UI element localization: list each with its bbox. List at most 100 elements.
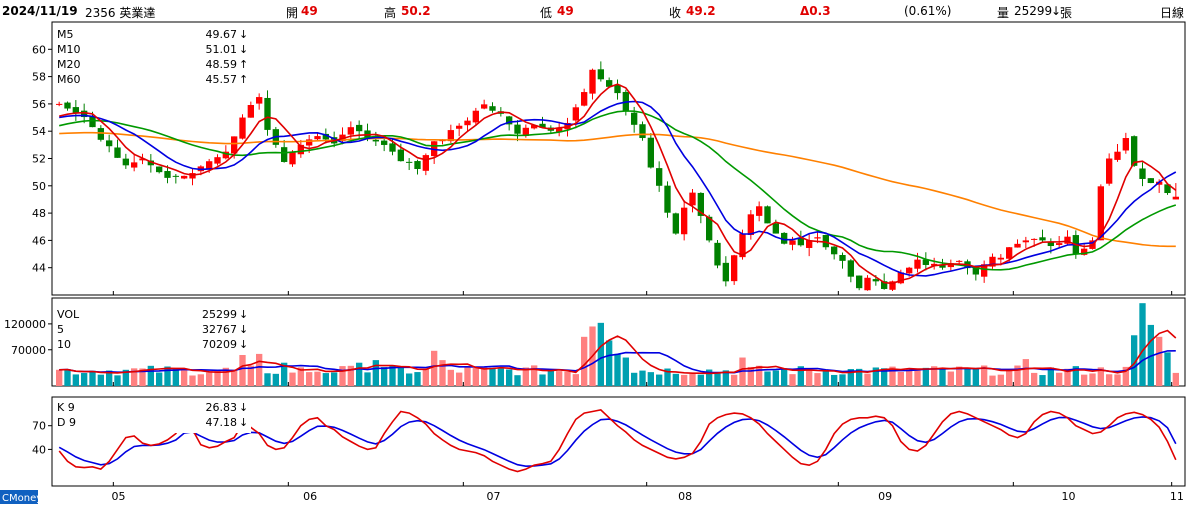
volume-y-tick-label: 120000 [4, 318, 46, 331]
volume-bar [64, 369, 71, 386]
price-y-tick-label: 44 [32, 262, 46, 275]
volume-bar [1156, 336, 1163, 386]
volume-bar [1056, 372, 1063, 386]
volume-bar [1131, 335, 1138, 386]
candle-body [1056, 243, 1063, 245]
candle-body [431, 141, 438, 157]
candle-body [747, 214, 754, 235]
volume-bar [981, 365, 988, 386]
price-legend-value: 45.57 [206, 73, 238, 86]
volume-bar [364, 372, 371, 386]
candle-body [289, 151, 296, 165]
volume-legend-value: 32767 [202, 323, 237, 336]
ma5-line [59, 83, 1177, 285]
ma60-line [59, 131, 1176, 248]
candle-body [1164, 184, 1171, 194]
volume-bar [422, 368, 429, 386]
volume-bar [781, 369, 788, 386]
candle-body [656, 168, 663, 186]
candle-body [339, 134, 346, 141]
candle-body [1114, 151, 1121, 160]
volume-bar [306, 372, 313, 386]
candle-body [114, 147, 121, 158]
price-legend-arrow: ↓ [239, 43, 248, 56]
period-selector[interactable]: 日線 [1160, 6, 1185, 20]
candle-body [1064, 236, 1071, 244]
x-tick-label: 06 [303, 490, 317, 503]
candle-body [1139, 168, 1146, 179]
candle-body [706, 216, 713, 241]
chart-header: 2024/11/19 2356 英業達 開 49 高 50.2 低 49 收 4… [0, 0, 1198, 22]
candle-body [822, 234, 829, 248]
volume-bar [289, 372, 296, 386]
volume-value: 25299 [1014, 4, 1053, 18]
volume-bar [481, 366, 488, 386]
volume-bar [1172, 372, 1179, 386]
x-tick-label: 05 [112, 490, 126, 503]
volume-bar [431, 350, 438, 386]
volume-bar [331, 372, 338, 386]
volume-bar [631, 372, 638, 386]
volume-legend-name: VOL [57, 308, 80, 321]
candle-body [1131, 136, 1138, 166]
d-line [58, 416, 1177, 468]
candle-body [489, 106, 496, 111]
volume-bar [1022, 359, 1029, 386]
candle-body [1014, 243, 1021, 248]
kd-legend-box [55, 400, 251, 433]
candle-body [897, 272, 904, 284]
candle-body [372, 139, 379, 142]
kd-legend-value: 47.18 [206, 416, 238, 429]
candle-body [589, 69, 596, 94]
volume-bar [122, 369, 129, 386]
candle-body [947, 263, 954, 268]
volume-bar [564, 371, 571, 386]
candle-body [56, 103, 63, 105]
high-label: 高 [384, 6, 397, 20]
candle-body [981, 264, 988, 277]
candle-body [281, 147, 288, 162]
volume-bar [1122, 366, 1129, 386]
candle-body [106, 140, 113, 147]
candle-body [347, 127, 354, 135]
price-legend-value: 51.01 [206, 43, 238, 56]
volume-bar [489, 367, 496, 386]
volume-bar [914, 369, 921, 386]
price-legend-box [55, 27, 251, 90]
candle-body [956, 260, 963, 262]
candle-body [156, 166, 163, 173]
volume-bar [797, 366, 804, 386]
volume-bar [381, 367, 388, 386]
x-tick-label: 09 [878, 490, 892, 503]
candle-body [914, 259, 921, 269]
candle-body [731, 255, 738, 282]
candle-body [397, 149, 404, 162]
candle-body [1147, 178, 1154, 184]
candle-body [639, 124, 646, 139]
candle-body [906, 267, 913, 274]
x-tick-label: 10 [1062, 490, 1076, 503]
volume-bar [506, 369, 513, 386]
volume-bar [1089, 373, 1096, 386]
volume-bar [597, 322, 604, 386]
volume-legend-value: 25299 [202, 308, 237, 321]
candle-body [672, 213, 679, 234]
candle-body [222, 151, 229, 159]
candle-body [139, 158, 146, 161]
volume-bar [1006, 369, 1013, 386]
candle-body [539, 123, 546, 128]
volume-bar [881, 368, 888, 386]
open-label: 開 [286, 6, 299, 20]
price-y-tick-label: 54 [32, 125, 46, 138]
volume-bar [697, 374, 704, 386]
volume-bar [181, 368, 188, 386]
candle-body [1081, 248, 1088, 255]
candle-body [647, 137, 654, 168]
price-legend-name: M20 [57, 58, 81, 71]
candle-body [522, 127, 529, 136]
candle-body [614, 84, 621, 94]
price-y-tick-label: 56 [32, 98, 46, 111]
volume-bar [689, 373, 696, 386]
candle-body [664, 185, 671, 213]
